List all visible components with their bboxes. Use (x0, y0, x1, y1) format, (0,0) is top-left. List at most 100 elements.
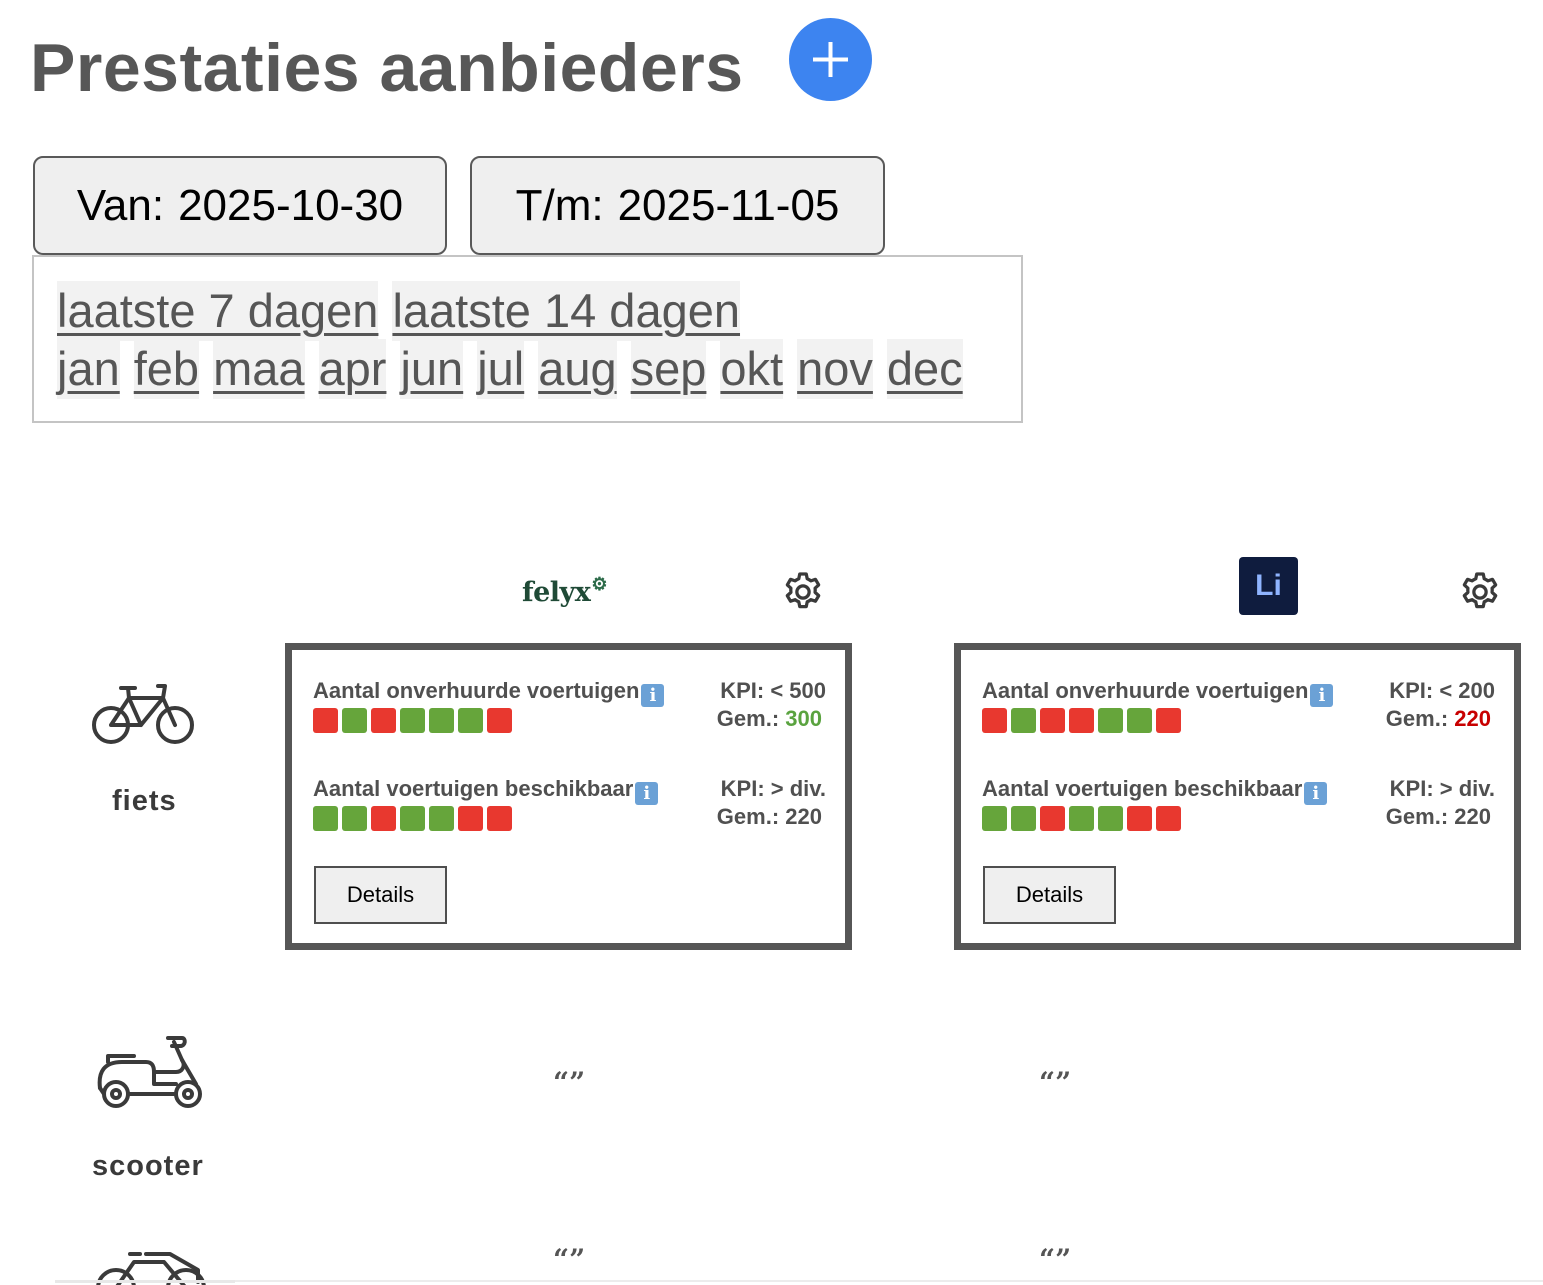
metric-name-text: Aantal onverhuurde voertuigen (313, 678, 640, 703)
status-square-green (342, 708, 367, 733)
metric-available-vehicles: Aantal voertuigen beschikbaar i KPI: > di… (313, 776, 826, 840)
daily-status-squares (313, 806, 512, 831)
status-square-green (313, 806, 338, 831)
cargo-bike-icon (96, 1252, 206, 1285)
metric-name-text: Aantal voertuigen beschikbaar (982, 776, 1303, 801)
quick-range-panel: laatste 7 dagen laatste 14 dagen jan feb… (32, 255, 1023, 423)
range-link-last-7-days[interactable]: laatste 7 dagen (57, 281, 379, 341)
status-square-green (982, 806, 1007, 831)
status-square-red (487, 806, 512, 831)
metric-unrented-vehicles: Aantal onverhuurde voertuigen i KPI: < 20… (982, 678, 1495, 742)
status-square-green (1098, 806, 1123, 831)
relative-range-row: laatste 7 dagen laatste 14 dagen (57, 281, 741, 341)
month-link-jun[interactable]: jun (400, 339, 464, 399)
metric-name: Aantal voertuigen beschikbaar i (982, 776, 1328, 805)
average-number: 220 (1454, 804, 1491, 829)
status-square-green (400, 806, 425, 831)
divider (235, 1280, 1543, 1282)
month-link-jul[interactable]: jul (477, 339, 525, 399)
status-square-red (487, 708, 512, 733)
metric-name: Aantal onverhuurde voertuigen i (313, 678, 665, 707)
average-number: 220 (785, 804, 822, 829)
pin-icon: ⚙ (591, 573, 607, 595)
status-square-green (1069, 806, 1094, 831)
metric-name-text: Aantal onverhuurde voertuigen (982, 678, 1309, 703)
details-button[interactable]: Details (314, 866, 447, 924)
plus-icon (813, 42, 848, 77)
status-square-red (1069, 708, 1094, 733)
status-square-green (1127, 708, 1152, 733)
month-link-okt[interactable]: okt (720, 339, 784, 399)
add-provider-button[interactable] (789, 18, 872, 101)
month-link-maa[interactable]: maa (213, 339, 305, 399)
date-to-button[interactable]: T/m: 2025-11-05 (470, 156, 885, 255)
status-square-green (429, 806, 454, 831)
daily-status-squares (313, 708, 512, 733)
ditto-mark: “” (1039, 1243, 1072, 1276)
li-logo-text: Li (1255, 569, 1282, 602)
average-label: Gem.: (1385, 706, 1449, 731)
metric-name-text: Aantal voertuigen beschikbaar (313, 776, 634, 801)
info-icon[interactable]: i (1304, 782, 1328, 805)
average-label: Gem.: (1385, 804, 1449, 829)
status-square-red (458, 806, 483, 831)
metric-available-vehicles: Aantal voertuigen beschikbaar i KPI: > di… (982, 776, 1495, 840)
daily-status-squares (982, 806, 1181, 831)
date-from-button[interactable]: Van: 2025-10-30 (33, 156, 447, 255)
status-square-red (1156, 708, 1181, 733)
kpi-target: KPI: < 500 (720, 678, 826, 703)
metric-name: Aantal onverhuurde voertuigen i (982, 678, 1334, 707)
average-value: Gem.: 300 (717, 706, 822, 732)
range-link-last-14-days[interactable]: laatste 14 dagen (392, 281, 741, 341)
month-link-nov[interactable]: nov (797, 339, 873, 399)
details-button[interactable]: Details (983, 866, 1116, 924)
divider (55, 1280, 235, 1283)
status-square-red (1040, 806, 1065, 831)
gear-icon (1462, 572, 1498, 609)
status-square-green (1011, 708, 1036, 733)
date-to-value: 2025-11-05 (617, 180, 840, 230)
month-link-apr[interactable]: apr (318, 339, 387, 399)
month-link-jan[interactable]: jan (57, 339, 120, 399)
felyx-logo-text: felyx (522, 576, 591, 608)
month-link-dec[interactable]: dec (886, 339, 963, 399)
ditto-mark: “” (553, 1243, 586, 1276)
kpi-target: KPI: < 200 (1389, 678, 1495, 703)
average-label: Gem.: (716, 804, 780, 829)
info-icon[interactable]: i (641, 684, 665, 707)
average-number: 220 (1454, 706, 1491, 731)
month-link-feb[interactable]: feb (133, 339, 200, 399)
info-icon[interactable]: i (635, 782, 659, 805)
month-link-aug[interactable]: aug (538, 339, 617, 399)
average-value: Gem.: 220 (1386, 804, 1491, 830)
provider-card-li-fiets: Aantal onverhuurde voertuigen i KPI: < 20… (954, 643, 1521, 950)
metric-unrented-vehicles: Aantal onverhuurde voertuigen i KPI: < 50… (313, 678, 826, 742)
daily-status-squares (982, 708, 1181, 733)
ditto-mark: “” (553, 1066, 586, 1099)
kpi-target: KPI: > div. (1389, 776, 1495, 801)
felyx-settings-button[interactable] (780, 569, 826, 615)
bicycle-icon (92, 684, 194, 744)
scooter-icon (97, 1036, 202, 1108)
ditto-mark: “” (1039, 1066, 1072, 1099)
status-square-green (1098, 708, 1123, 733)
li-settings-button[interactable] (1457, 569, 1503, 615)
provider-card-felyx-fiets: Aantal onverhuurde voertuigen i KPI: < 50… (285, 643, 852, 950)
date-from-label: Van: (76, 180, 165, 230)
kpi-target: KPI: > div. (720, 776, 826, 801)
month-range-row: jan feb maa apr jun jul aug sep okt nov … (57, 339, 963, 399)
average-value: Gem.: 220 (717, 804, 822, 830)
felyx-logo: felyx ⚙ (522, 566, 614, 618)
date-from-value: 2025-10-30 (178, 180, 404, 230)
status-square-red (371, 708, 396, 733)
vehicle-label-scooter: scooter (92, 1150, 204, 1182)
status-square-red (371, 806, 396, 831)
status-square-red (1040, 708, 1065, 733)
status-square-green (458, 708, 483, 733)
status-square-green (342, 806, 367, 831)
month-link-sep[interactable]: sep (630, 339, 707, 399)
page-title: Prestaties aanbieders (30, 30, 744, 106)
status-square-green (1011, 806, 1036, 831)
info-icon[interactable]: i (1310, 684, 1334, 707)
metric-name: Aantal voertuigen beschikbaar i (313, 776, 659, 805)
